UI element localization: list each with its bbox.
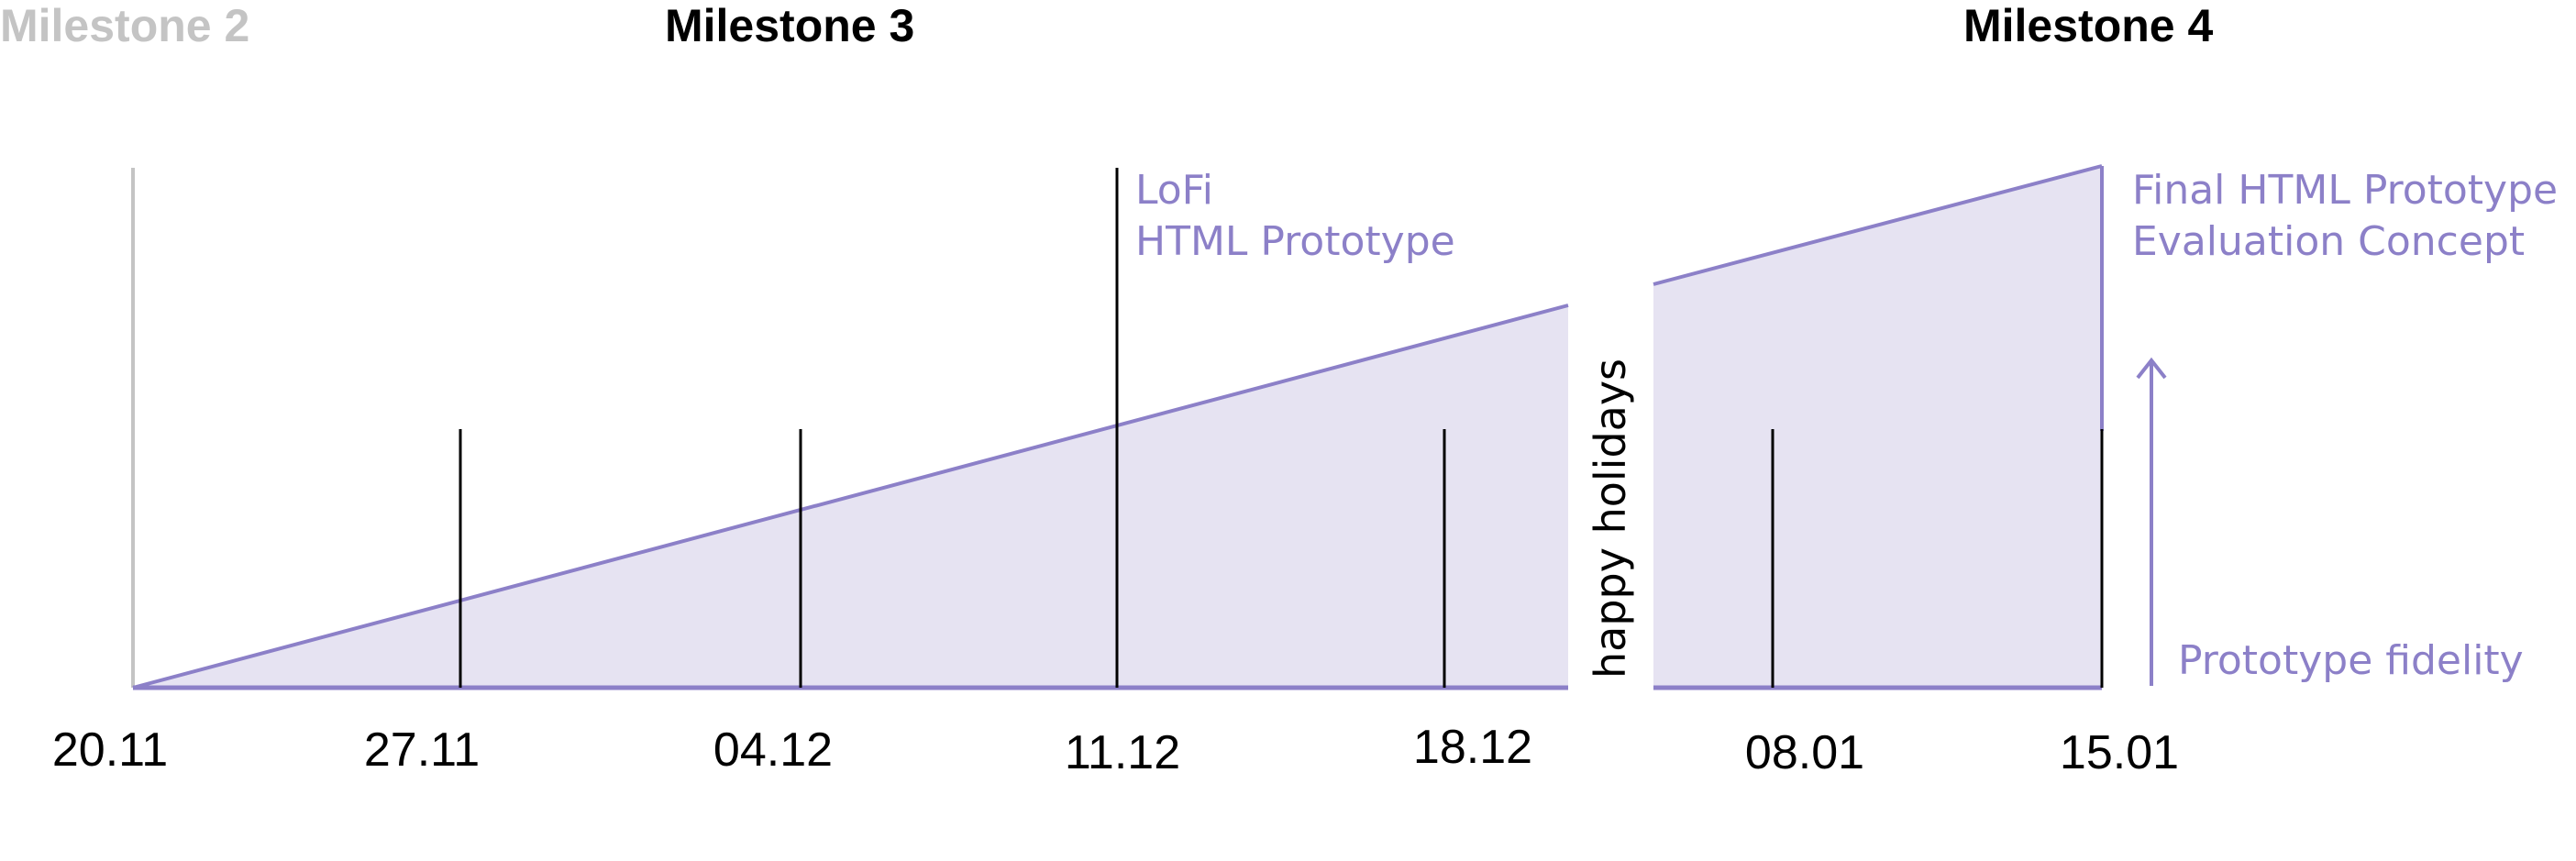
final-annotation-line1: Final HTML Prototype [2132, 167, 2558, 214]
date-label: 15.01 [2060, 726, 2179, 779]
milestone-4-label: Milestone 4 [1963, 0, 2213, 51]
date-label: 08.01 [1745, 726, 1864, 779]
lofi-annotation-line1: LoFi [1135, 167, 1213, 214]
fidelity-axis-label: Prototype fidelity [2178, 637, 2524, 684]
holiday-break-label: happy holidays [1586, 359, 1635, 679]
final-annotation-line2: Evaluation Concept [2132, 218, 2525, 265]
milestone-2-label: Milestone 2 [0, 0, 249, 51]
date-label: 11.12 [1065, 726, 1180, 779]
date-label: 04.12 [713, 723, 833, 777]
date-label: 20.11 [52, 723, 168, 777]
milestone-3-label: Milestone 3 [665, 0, 914, 51]
lofi-annotation-line2: HTML Prototype [1135, 218, 1455, 265]
date-label: 27.11 [364, 723, 480, 777]
fidelity-area-after-break [1653, 166, 2102, 688]
date-label: 18.12 [1413, 721, 1532, 774]
